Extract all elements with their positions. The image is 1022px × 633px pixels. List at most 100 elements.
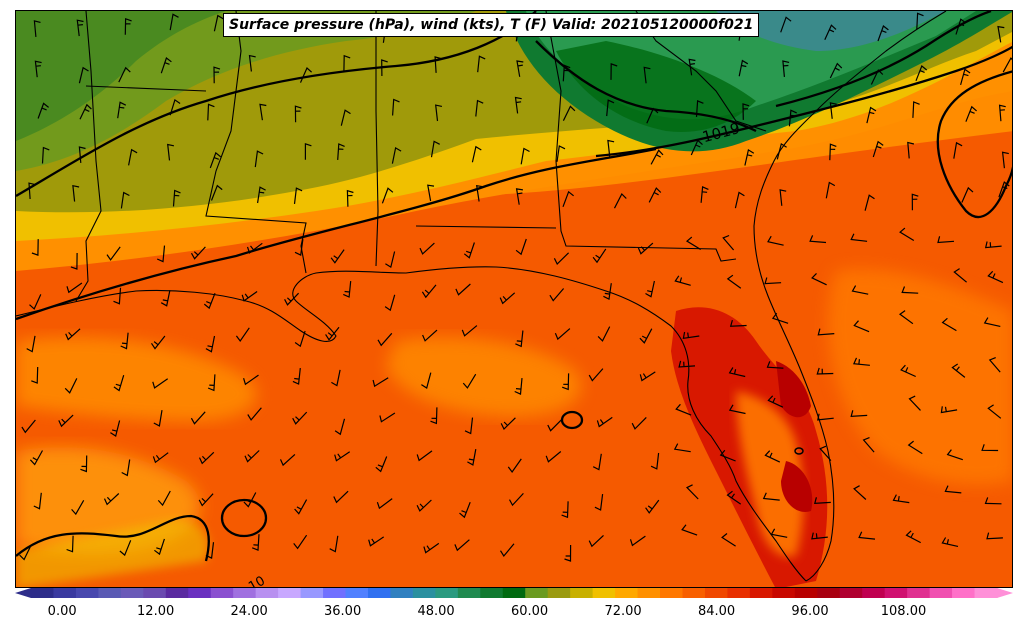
wind-barb — [944, 485, 962, 494]
wind-barb — [340, 109, 351, 126]
wind-barb — [257, 186, 266, 204]
wind-barb — [877, 25, 889, 42]
wind-barb — [780, 16, 792, 33]
wind-barb — [613, 192, 627, 209]
wind-barb — [279, 453, 296, 467]
wind-barbs — [19, 12, 1012, 562]
wind-barb — [325, 326, 340, 341]
wind-barb — [674, 275, 691, 286]
atlantic-orange-patch — [828, 269, 1012, 485]
wind-barb — [381, 187, 394, 204]
wind-barb — [850, 233, 868, 242]
wind-barb — [776, 142, 787, 160]
wind-barb — [898, 310, 914, 325]
wind-barb — [259, 103, 267, 121]
wind-barb — [722, 234, 735, 251]
wind-barb — [299, 66, 313, 83]
wind-barb — [499, 292, 516, 305]
wind-barb — [385, 251, 396, 269]
wind-barb — [766, 361, 784, 369]
wind-barb — [334, 451, 351, 462]
wind-barb — [1001, 151, 1009, 169]
wind-barb — [597, 326, 611, 342]
wind-barb — [998, 104, 1006, 122]
wind-barb — [998, 181, 1010, 198]
wind-barb — [940, 406, 958, 414]
wind-barb — [562, 64, 571, 82]
colorbar-swatch — [31, 588, 55, 598]
weather-map: 1019 10 — [15, 10, 1013, 588]
colorbar-swatch — [165, 588, 189, 598]
wind-barb — [294, 105, 302, 123]
colorbar-tick-label: 48.00 — [417, 604, 455, 619]
colorbar-swatch — [682, 588, 706, 598]
wind-barb — [553, 252, 570, 266]
wind-barb — [475, 184, 483, 202]
wind-barb — [31, 239, 39, 256]
wind-barb — [603, 283, 612, 301]
colorbar-swatch — [637, 588, 661, 598]
wind-barb — [901, 286, 919, 294]
isobar-north-2 — [595, 45, 1012, 158]
wind-barb — [951, 363, 966, 378]
colorbar-swatch — [839, 588, 863, 598]
wind-barb — [564, 544, 572, 562]
wind-barb — [423, 542, 440, 554]
wind-barb — [682, 331, 700, 340]
colorbar-swatch — [952, 588, 976, 598]
wind-barb — [346, 189, 354, 207]
wind-barb — [911, 193, 919, 211]
wind-barb — [953, 141, 963, 159]
wind-barb — [157, 490, 171, 507]
colorbar-swatch — [704, 588, 729, 598]
wind-barb — [33, 20, 41, 37]
wind-barb — [728, 404, 746, 415]
colorbar-swatch — [412, 588, 436, 598]
wind-barb — [117, 101, 127, 119]
wind-barb — [169, 98, 181, 116]
wind-barb — [549, 288, 565, 302]
wind-barb — [113, 287, 122, 305]
wind-barb — [66, 535, 74, 553]
colorbar-swatch — [615, 588, 639, 598]
wind-barb — [26, 335, 36, 353]
wind-barb — [284, 292, 300, 306]
colorbar-swatch — [233, 588, 257, 598]
wind-barb — [375, 456, 388, 473]
wind-barb — [372, 377, 389, 388]
border-al-ga-fl — [545, 11, 737, 262]
wind-barb — [153, 410, 163, 427]
wind-barb — [152, 452, 169, 464]
wind-barb — [606, 99, 615, 117]
wind-barb — [690, 139, 703, 156]
wind-barb — [31, 366, 39, 384]
wind-barb — [167, 143, 175, 161]
wind-barb — [76, 19, 84, 37]
wind-barb — [70, 252, 78, 270]
wind-barb — [675, 403, 692, 416]
wind-barb — [205, 542, 215, 559]
wind-barb — [247, 407, 262, 421]
wind-barb — [811, 532, 828, 540]
wind-barb — [643, 66, 651, 84]
colorbar-swatch — [929, 588, 953, 598]
colorbar-swatch — [98, 588, 122, 598]
wind-barb — [251, 534, 260, 551]
wind-barb — [333, 490, 349, 504]
wind-barb — [631, 416, 647, 430]
wind-barb — [814, 497, 831, 505]
wind-barb — [905, 530, 921, 544]
colorbar-swatch — [525, 588, 549, 598]
wind-barb — [58, 414, 74, 428]
wind-barb — [207, 103, 215, 121]
colorbar-swatch — [120, 588, 144, 598]
wind-barb — [419, 242, 435, 255]
colorbar-swatch — [345, 588, 369, 598]
wind-barb — [764, 450, 781, 463]
wind-barb — [770, 528, 788, 538]
border-ar-la — [85, 85, 207, 92]
wind-barb — [190, 246, 206, 260]
isobar-atlantic-loop — [936, 70, 1012, 218]
wind-barb — [646, 107, 659, 124]
wind-barb — [329, 535, 339, 553]
